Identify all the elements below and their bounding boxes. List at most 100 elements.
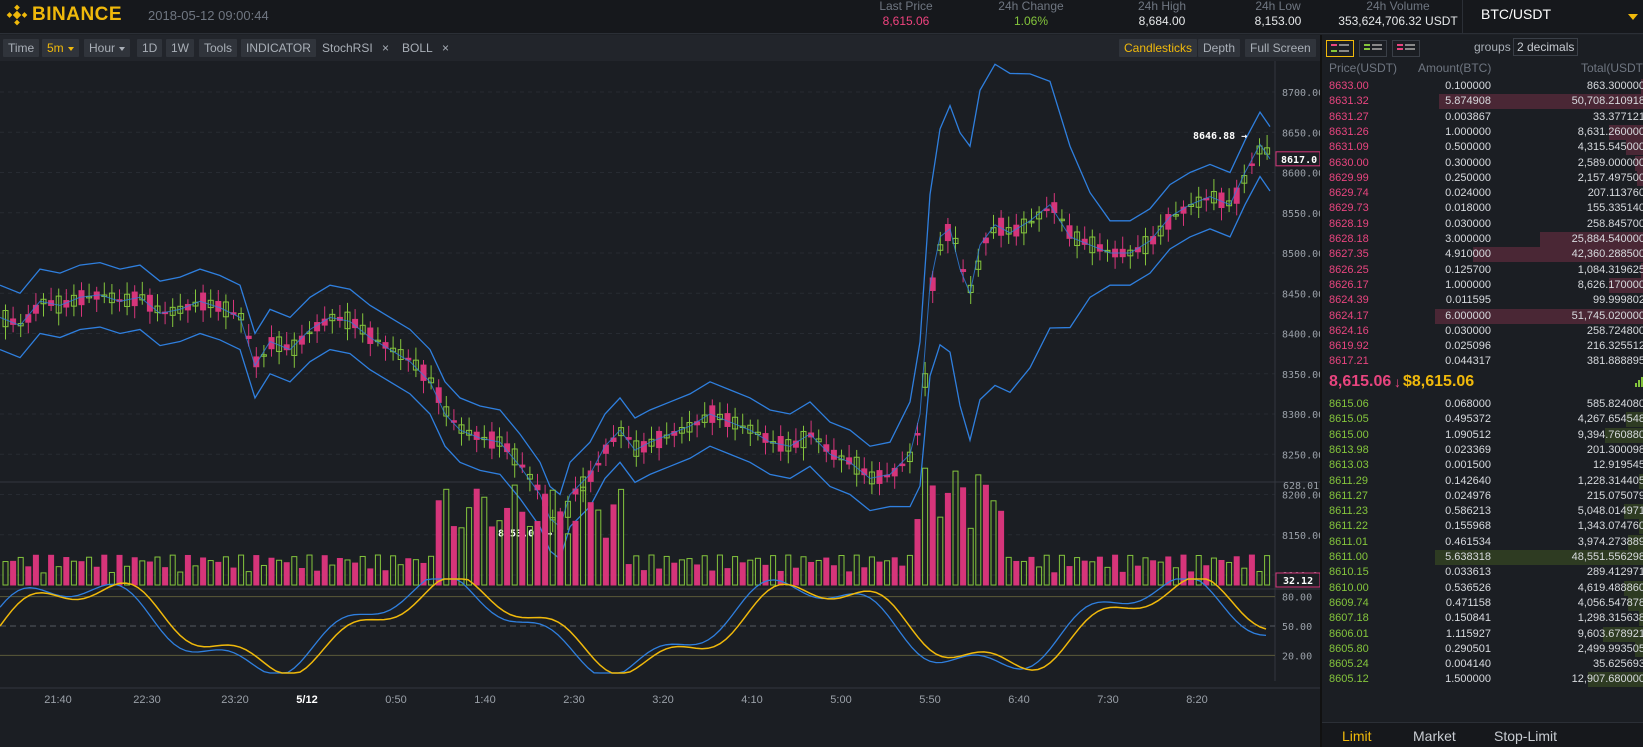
volume-bar: [1264, 555, 1271, 586]
order-book-row[interactable]: 8624.17 6.000000 51,745.020000: [1322, 308, 1643, 324]
order-book-row[interactable]: 8631.09 0.500000 4,315.545000: [1322, 140, 1643, 156]
stat-24h-volume: 24h Volume 353,624,706.32 USDT: [1336, 0, 1460, 28]
time-axis-label: 6:40: [1008, 694, 1029, 706]
row-total: 1,228.314405: [1577, 474, 1643, 487]
order-book-row[interactable]: 8629.99 0.250000 2,157.497500: [1322, 170, 1643, 186]
order-book-row[interactable]: 8611.29 0.142640 1,228.314405: [1322, 473, 1643, 489]
volume-bar: [891, 557, 898, 586]
order-book-row[interactable]: 8611.01 0.461534 3,974.273889: [1322, 534, 1643, 550]
volume-bar: [443, 488, 450, 586]
interval-1d-button[interactable]: 1D: [137, 39, 163, 57]
volume-bar: [10, 560, 17, 586]
order-book-row[interactable]: 8624.16 0.030000 258.724800: [1322, 324, 1643, 339]
volume-bar: [329, 564, 336, 586]
stat-value: 8,153.00: [1254, 14, 1302, 28]
volume-bar: [899, 565, 906, 586]
order-book-row[interactable]: 8615.00 1.090512 9,394.760880: [1322, 427, 1643, 443]
time-axis-label: 7:30: [1097, 694, 1118, 706]
arrow-down-icon: ↓: [1394, 374, 1401, 390]
volume-bar: [298, 567, 305, 586]
order-book-row[interactable]: 8605.80 0.290501 2,499.993505: [1322, 641, 1643, 657]
interval-1w-button[interactable]: 1W: [166, 39, 194, 57]
show-both-sides-icon[interactable]: [1326, 40, 1354, 57]
remove-boll-icon[interactable]: ×: [442, 41, 450, 55]
indicator-button[interactable]: INDICATOR: [241, 39, 316, 57]
order-book-row[interactable]: 8610.00 0.536526 4,619.488860: [1322, 580, 1643, 596]
order-book-row[interactable]: 8630.00 0.300000 2,589.000000: [1322, 155, 1643, 171]
order-book-row[interactable]: 8627.35 4.910000 42,360.288500: [1322, 247, 1643, 263]
order-book-row[interactable]: 8628.19 0.030000 258.845700: [1322, 217, 1643, 232]
order-book-row[interactable]: 8605.24 0.004140 35.625693: [1322, 657, 1643, 672]
volume-bar: [397, 564, 404, 586]
order-book-row[interactable]: 8611.22 0.155968 1,343.074760: [1322, 519, 1643, 535]
fullscreen-button[interactable]: Full Screen: [1245, 39, 1316, 57]
time-button[interactable]: Time: [3, 39, 40, 57]
chevron-down-icon: [119, 46, 126, 51]
order-book-row[interactable]: 8626.17 1.000000 8,626.170000: [1322, 277, 1643, 293]
order-book-row[interactable]: 8624.39 0.011595 99.999802: [1322, 293, 1643, 308]
order-book-row[interactable]: 8617.21 0.044317 381.888895: [1322, 354, 1643, 370]
candle-body: [420, 364, 427, 381]
order-book-row[interactable]: 8631.32 5.874908 50,708.210918: [1322, 94, 1643, 110]
order-book-row[interactable]: 8611.27 0.024976 215.075079: [1322, 489, 1643, 504]
interval-label: 5m: [47, 41, 64, 55]
volume-bar: [1081, 560, 1088, 586]
order-book-row[interactable]: 8629.73 0.018000 155.335140: [1322, 201, 1643, 216]
row-amount: 1.090512: [1445, 428, 1491, 441]
volume-bar: [1241, 567, 1248, 586]
row-total: 863.300000: [1586, 80, 1643, 92]
order-book-row[interactable]: 8626.25 0.125700 1,084.319625: [1322, 262, 1643, 278]
order-book-row[interactable]: 8613.98 0.023369 201.300098: [1322, 443, 1643, 458]
price-chart[interactable]: 8700.00 8650.00 8600.00 8550.00 8500.00 8450.…: [0, 61, 1320, 711]
stat-value: 8,684.00: [1138, 14, 1186, 28]
row-amount: 0.011595: [1445, 294, 1491, 307]
order-book-row[interactable]: 8607.18 0.150841 1,298.315638: [1322, 611, 1643, 627]
row-amount: 0.003867: [1445, 110, 1491, 123]
order-book-row[interactable]: 8613.03 0.001500 12.919545: [1322, 458, 1643, 473]
order-book-row[interactable]: 8633.00 0.100000 863.300000: [1322, 79, 1643, 94]
order-book-row[interactable]: 8605.12 1.500000 12,907.680000: [1322, 672, 1643, 688]
volume-bar: [663, 555, 670, 586]
groups-label: groups: [1474, 40, 1511, 54]
order-book-row[interactable]: 8615.06 0.068000 585.824080: [1322, 397, 1643, 412]
order-book-row[interactable]: 8631.27 0.003867 33.377121: [1322, 110, 1643, 125]
pair-selector[interactable]: BTC/USDT: [1462, 0, 1643, 33]
volume-bar: [625, 564, 632, 586]
tab-market[interactable]: Market: [1413, 728, 1456, 744]
order-book-row[interactable]: 8606.01 1.115927 9,603.678921: [1322, 626, 1643, 642]
show-bids-icon[interactable]: [1359, 40, 1387, 57]
decimals-select[interactable]: 2 decimals: [1513, 38, 1579, 56]
order-book-row[interactable]: 8611.00 5.638318 48,551.556298: [1322, 550, 1643, 565]
row-total: 9,603.678921: [1577, 627, 1643, 640]
order-book-row[interactable]: 8611.23 0.586213 5,048.014971: [1322, 504, 1643, 520]
tools-button[interactable]: Tools: [199, 39, 238, 57]
order-book-row[interactable]: 8628.18 3.000000 25,884.540000: [1322, 232, 1643, 247]
tab-stop-limit[interactable]: Stop-Limit: [1494, 728, 1558, 744]
row-price: 8626.17: [1329, 278, 1369, 291]
price-tick-label: 8300.00: [1282, 410, 1320, 421]
remove-stochrsi-icon[interactable]: ×: [382, 41, 390, 55]
order-book-row[interactable]: 8631.26 1.000000 8,631.260000: [1322, 124, 1643, 140]
order-book-row[interactable]: 8609.74 0.471158 4,056.547878: [1322, 595, 1643, 611]
volume-bar: [1172, 567, 1179, 586]
interval-5m-dropdown[interactable]: 5m: [42, 39, 79, 57]
hour-dropdown[interactable]: Hour: [84, 39, 131, 57]
binance-logo[interactable]: BINANCE: [6, 4, 122, 26]
order-book-row[interactable]: 8610.15 0.033613 289.412971: [1322, 565, 1643, 581]
show-asks-icon[interactable]: [1392, 40, 1420, 57]
order-book-row[interactable]: 8615.05 0.495372 4,267.654548: [1322, 412, 1643, 428]
volume-bar: [124, 565, 131, 586]
row-total: 4,315.545000: [1577, 141, 1643, 154]
tab-limit[interactable]: Limit: [1342, 728, 1372, 744]
depth-button[interactable]: Depth: [1198, 39, 1241, 57]
volume-bar: [458, 527, 465, 586]
volume-bar: [1195, 555, 1202, 586]
candlesticks-button[interactable]: Candlesticks: [1119, 39, 1198, 57]
volume-current-tag: 32.12: [1283, 576, 1313, 587]
order-book-row[interactable]: 8619.92 0.025096 216.325512: [1322, 339, 1643, 354]
order-book-row[interactable]: 8629.74 0.024000 207.113760: [1322, 186, 1643, 201]
volume-bar: [960, 487, 967, 586]
volume-bar: [488, 526, 495, 586]
row-total: 216.325512: [1586, 340, 1643, 353]
volume-bar: [724, 568, 731, 586]
